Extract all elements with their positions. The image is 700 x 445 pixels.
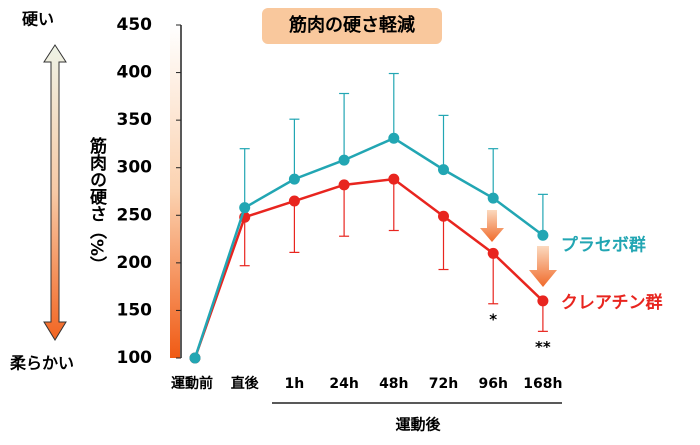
significance-mark: ** (535, 338, 551, 356)
data-point (288, 195, 300, 207)
data-point (537, 295, 549, 307)
top-note: 硬い (22, 10, 54, 29)
bottom-note: 柔らかい (9, 354, 74, 373)
y-axis-label: 筋肉の硬さ（%） (86, 136, 108, 273)
data-point (438, 164, 449, 176)
data-point (288, 173, 300, 185)
data-point (537, 229, 549, 241)
data-point (338, 154, 350, 166)
significance-mark: * (489, 310, 497, 328)
hardness-arrow (43, 44, 67, 341)
title-box (262, 8, 442, 44)
series-line (193, 136, 544, 359)
x-tick-label: 96h (478, 376, 507, 392)
y-tick-label: 150 (117, 300, 153, 320)
y-tick-label: 450 (117, 15, 153, 35)
series-label: プラセボ群 (561, 234, 646, 255)
decrease-arrow (529, 246, 557, 287)
x-tick-label: 168h (523, 376, 562, 392)
data-point (338, 179, 350, 191)
y-tick-label: 300 (117, 158, 153, 178)
data-point (388, 173, 400, 185)
data-point (487, 247, 499, 259)
x-group-label: 運動後 (395, 416, 441, 434)
data-point (189, 352, 201, 364)
y-tick-label: 350 (117, 110, 153, 130)
x-tick-label: 1h (285, 376, 305, 392)
x-tick-label: 直後 (231, 375, 260, 392)
y-tick-label: 100 (117, 348, 153, 368)
x-tick-label: 72h (429, 376, 458, 392)
decrease-arrow (480, 210, 504, 242)
data-point (438, 210, 449, 222)
data-point (388, 132, 400, 144)
y-tick-label: 250 (117, 205, 153, 225)
x-tick-label: 運動前 (171, 375, 213, 392)
y-tick-label: 400 (117, 63, 153, 83)
x-tick-label: 24h (329, 376, 358, 392)
axis-gradient (170, 25, 180, 358)
series-line (193, 177, 544, 359)
chart-title: 筋肉の硬さ軽減 (289, 14, 415, 36)
y-tick-label: 200 (117, 253, 153, 273)
x-tick-label: 48h (379, 376, 408, 392)
data-point (487, 192, 499, 204)
series-label: クレアチン群 (561, 292, 663, 313)
data-point (239, 202, 251, 214)
